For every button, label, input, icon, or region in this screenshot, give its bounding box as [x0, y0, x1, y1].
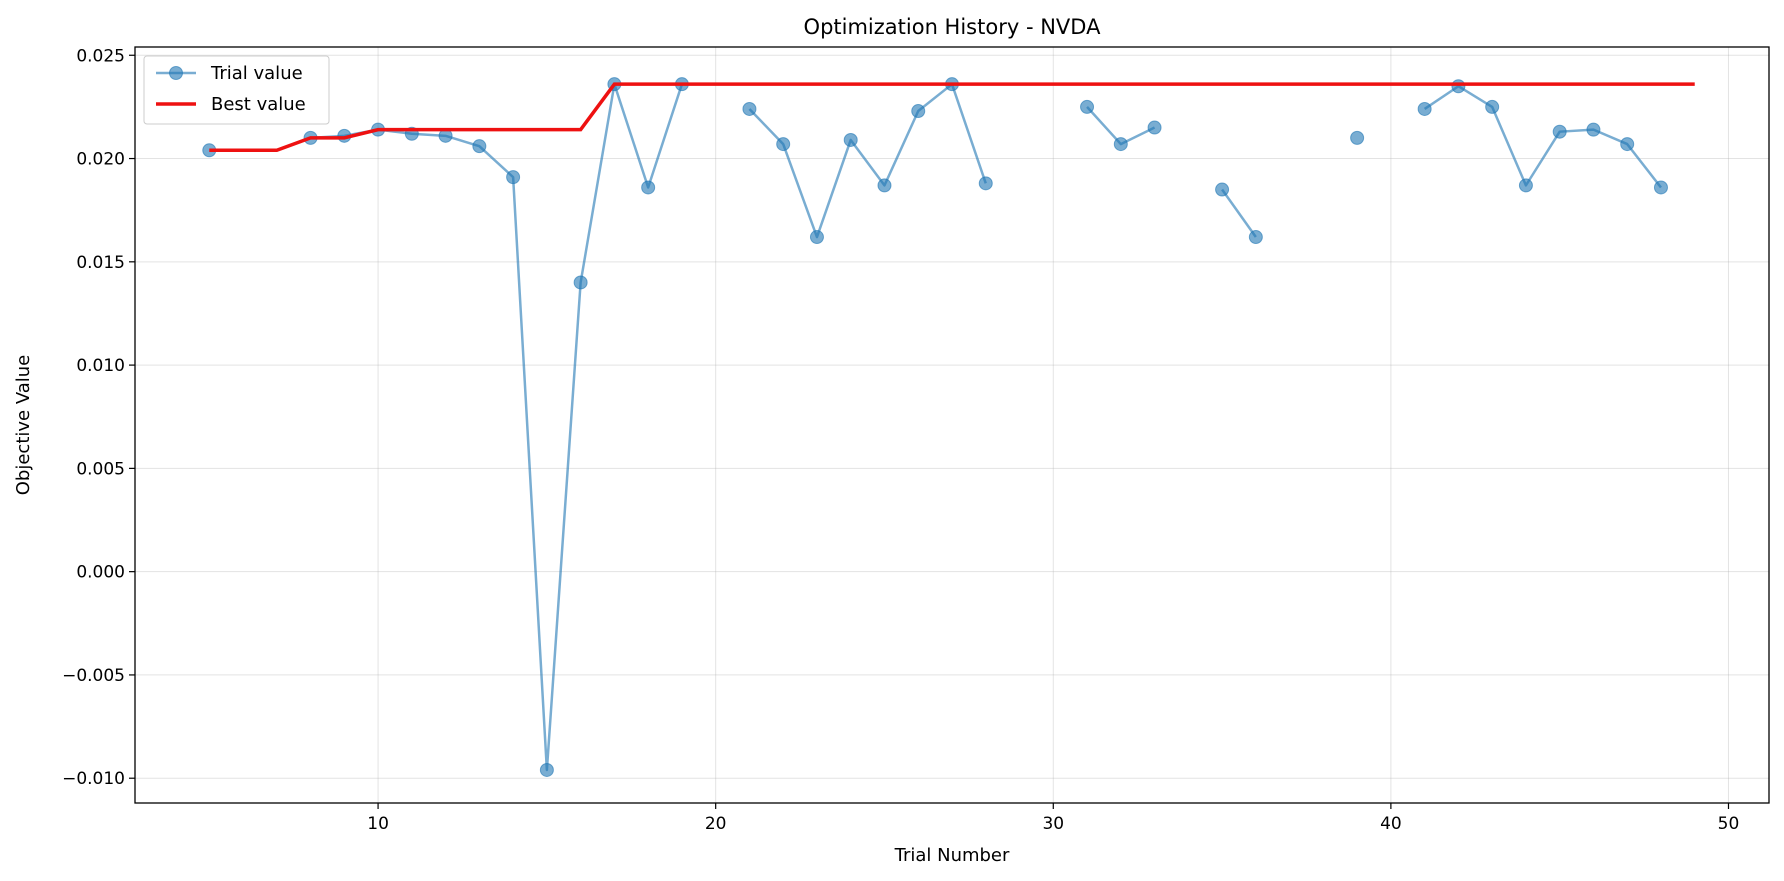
trial-value-point	[1552, 124, 1567, 139]
legend-best-label: Best value	[211, 94, 306, 115]
trial-value-point	[877, 178, 892, 193]
trial-value-point	[1350, 130, 1365, 145]
x-tick-label: 30	[1042, 814, 1064, 834]
plot-frame	[134, 46, 1770, 804]
trial-value-point	[506, 170, 521, 185]
trial-value-point	[911, 104, 926, 119]
trial-value-point	[1451, 79, 1466, 94]
y-tick-label: 0.025	[76, 46, 125, 66]
trial-value-line-segment	[310, 82, 684, 772]
trial-value-point	[472, 139, 487, 154]
legend: Trial value Best value	[143, 55, 330, 125]
grid	[135, 47, 1769, 803]
ticks: 10 20 30 40 50 −0.010 −0.005 0.000 0.005 0.010 0.0…	[62, 46, 1739, 834]
trial-value-point	[742, 101, 757, 116]
trial-value-point	[776, 137, 791, 152]
trial-value-line-segment	[1423, 84, 1662, 189]
trial-value-point	[1417, 101, 1432, 116]
trial-value-point	[978, 176, 993, 191]
y-tick-label: 0.005	[76, 459, 125, 479]
trial-value-point	[573, 275, 588, 290]
y-tick-label: −0.005	[62, 666, 125, 686]
chart-title: Optimization History - NVDA	[804, 15, 1102, 39]
trial-value-point	[1248, 230, 1263, 245]
trial-value-line-segment	[1221, 188, 1257, 238]
trial-value-point	[1113, 137, 1128, 152]
trial-value-point	[843, 132, 858, 147]
x-tick-label: 50	[1718, 814, 1740, 834]
trial-value-point	[1518, 178, 1533, 193]
y-tick-label: 0.020	[76, 150, 125, 170]
trial-value-point	[539, 762, 554, 777]
trial-value-point	[1080, 99, 1095, 114]
x-tick-label: 40	[1380, 814, 1402, 834]
trial-value-line-segment	[748, 82, 987, 239]
best-value-line	[209, 82, 1695, 153]
trial-value-point	[1485, 99, 1500, 114]
y-axis-label: Objective Value	[13, 355, 34, 496]
y-tick-label: 0.010	[76, 356, 125, 376]
x-tick-label: 20	[705, 814, 727, 834]
x-tick-label: 10	[367, 814, 389, 834]
trial-value-point	[809, 230, 824, 245]
series-layer	[202, 77, 1695, 777]
x-axis-label: Trial Number	[894, 845, 1010, 866]
trial-value-point	[1586, 122, 1601, 137]
y-tick-label: 0.000	[76, 563, 125, 583]
trial-value-point	[1215, 182, 1230, 197]
trial-value-point	[1653, 180, 1668, 195]
trial-value-point	[641, 180, 656, 195]
trial-value-point	[1620, 137, 1635, 152]
trial-value-point	[1147, 120, 1162, 135]
legend-trial-marker	[169, 66, 183, 80]
y-tick-label: 0.015	[76, 253, 125, 273]
legend-trial-label: Trial value	[210, 63, 303, 84]
y-tick-label: −0.010	[62, 769, 125, 789]
